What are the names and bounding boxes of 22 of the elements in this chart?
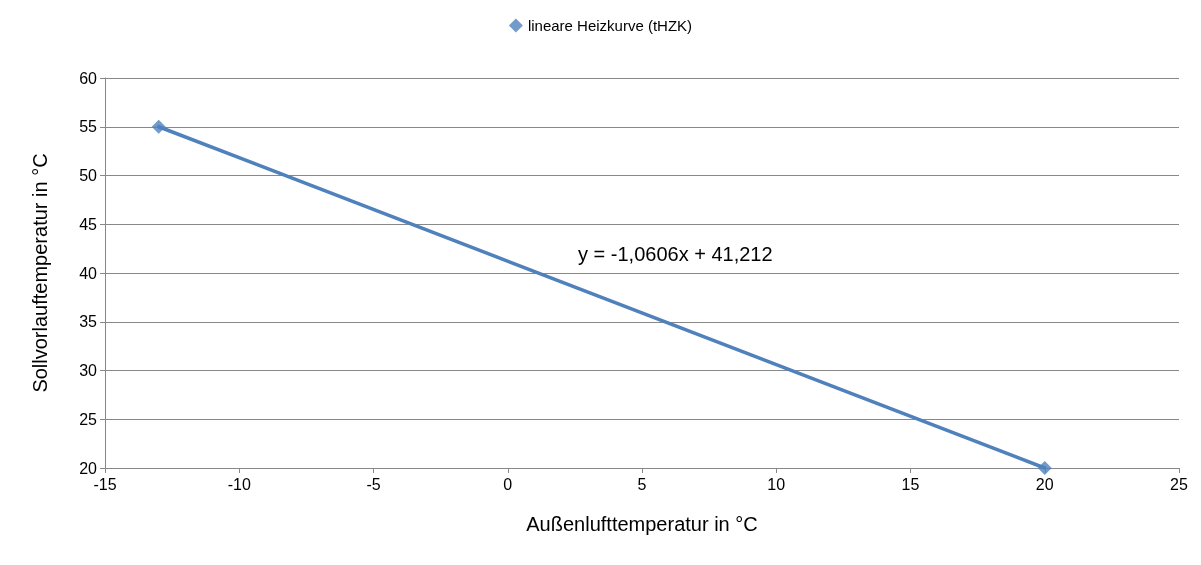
y-tick-label: 50 xyxy=(79,167,98,184)
x-tick-label: 25 xyxy=(1170,475,1188,493)
x-tick-label: 20 xyxy=(1035,475,1054,493)
legend-label: lineare Heizkurve (tHZK) xyxy=(527,17,693,34)
y-tick-label: 60 xyxy=(79,69,98,87)
x-tick-label: 15 xyxy=(901,475,920,493)
y-tick-label: 55 xyxy=(79,118,98,136)
y-axis-title: Sollvorlauftemperatur in °C xyxy=(29,153,51,393)
x-axis-title: Außenlufttemperatur in °C xyxy=(526,513,758,535)
x-tick-label: 10 xyxy=(767,475,786,493)
y-tick-label: 25 xyxy=(79,410,98,428)
y-tick-label: 45 xyxy=(79,215,98,233)
y-tick-label: 35 xyxy=(79,313,98,331)
annotation: y = -1,0606x + 41,212 xyxy=(578,243,773,265)
y-tick-label: 30 xyxy=(79,362,98,379)
y-tick-label: 20 xyxy=(79,459,98,477)
x-tick-label: 5 xyxy=(637,475,647,493)
x-tick-label: -10 xyxy=(227,475,251,493)
x-tick-label: -5 xyxy=(366,475,381,493)
y-tick-label: 40 xyxy=(79,264,98,282)
x-tick-label: -15 xyxy=(93,475,117,493)
x-tick-label: 0 xyxy=(503,475,513,493)
